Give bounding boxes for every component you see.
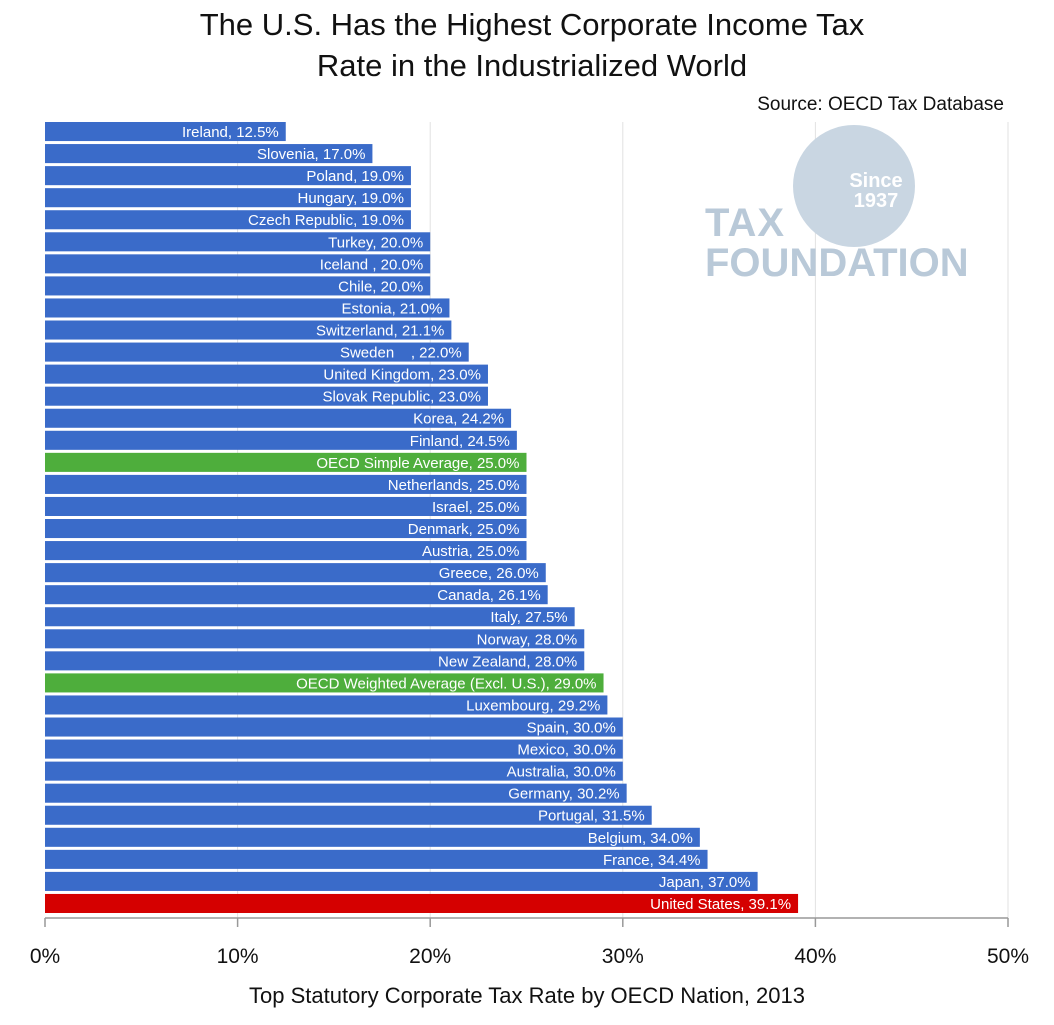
bar bbox=[45, 298, 450, 318]
bar bbox=[45, 144, 373, 164]
bar-label: Germany, 30.2% bbox=[508, 786, 619, 803]
x-tick-label: 20% bbox=[409, 945, 451, 968]
capitol-seal-icon bbox=[793, 125, 915, 247]
bar-label: United Kingdom, 23.0% bbox=[323, 367, 481, 384]
bar-label: Spain, 30.0% bbox=[527, 720, 616, 737]
x-tick-label: 10% bbox=[217, 945, 259, 968]
bar bbox=[45, 276, 431, 296]
bar-label: Iceland , 20.0% bbox=[320, 256, 423, 273]
bar-label: Slovenia, 17.0% bbox=[257, 146, 365, 163]
bar-label: New Zealand, 28.0% bbox=[438, 653, 577, 670]
bar bbox=[45, 232, 431, 252]
bar-label: Mexico, 30.0% bbox=[517, 742, 615, 759]
bar bbox=[45, 188, 411, 208]
bar-label: Israel, 25.0% bbox=[432, 499, 520, 516]
bar-label: France, 34.4% bbox=[603, 852, 701, 869]
bar bbox=[45, 519, 527, 539]
bar bbox=[45, 563, 546, 583]
bar bbox=[45, 695, 608, 715]
bar-label: Finland, 24.5% bbox=[410, 433, 510, 450]
bar bbox=[45, 408, 512, 428]
bar bbox=[45, 320, 452, 340]
bar bbox=[45, 871, 758, 891]
bar-label: Hungary, 19.0% bbox=[297, 190, 403, 207]
x-axis-label: Top Statutory Corporate Tax Rate by OECD… bbox=[249, 983, 805, 1008]
bar-label: Czech Republic, 19.0% bbox=[248, 212, 404, 229]
bar bbox=[45, 364, 488, 384]
x-tick-label: 0% bbox=[30, 945, 60, 968]
bar-label: Greece, 26.0% bbox=[439, 565, 539, 582]
bar bbox=[45, 761, 623, 781]
bar-label: Slovak Republic, 23.0% bbox=[323, 389, 481, 406]
bar bbox=[45, 342, 469, 362]
bar bbox=[45, 541, 527, 561]
bar bbox=[45, 430, 517, 450]
bar-label: Chile, 20.0% bbox=[338, 278, 423, 295]
bar-label: Estonia, 21.0% bbox=[342, 300, 443, 317]
bar bbox=[45, 254, 431, 274]
tax-foundation-logo: Since 1937 TAX FOUNDATION bbox=[705, 125, 1005, 295]
bar-label: Netherlands, 25.0% bbox=[388, 477, 520, 494]
bar bbox=[45, 783, 627, 803]
bar bbox=[45, 827, 700, 847]
bar-label: Poland, 19.0% bbox=[306, 168, 404, 185]
bar-label: Italy, 27.5% bbox=[490, 609, 567, 626]
bar-label: Denmark, 25.0% bbox=[408, 521, 520, 538]
bar-label: Japan, 37.0% bbox=[659, 874, 751, 891]
logo-foundation: FOUNDATION bbox=[705, 241, 969, 285]
logo-tax: TAX bbox=[705, 201, 786, 245]
bar bbox=[45, 849, 708, 869]
x-tick-label: 30% bbox=[602, 945, 644, 968]
bar bbox=[45, 474, 527, 494]
bar bbox=[45, 585, 548, 605]
bar-label: Austria, 25.0% bbox=[422, 543, 520, 560]
bar bbox=[45, 739, 623, 759]
bar-label: Portugal, 31.5% bbox=[538, 808, 645, 825]
bar-label: Canada, 26.1% bbox=[437, 587, 540, 604]
bar bbox=[45, 805, 652, 825]
bar-label: Sweden , 22.0% bbox=[340, 345, 462, 362]
bar bbox=[45, 893, 799, 913]
bar bbox=[45, 166, 411, 186]
x-tick-label: 50% bbox=[987, 945, 1029, 968]
bar-label: Ireland, 12.5% bbox=[182, 124, 279, 141]
bar bbox=[45, 629, 585, 649]
bar-label: Korea, 24.2% bbox=[413, 411, 504, 428]
bar-label: Luxembourg, 29.2% bbox=[466, 697, 600, 714]
chart-title-line1: The U.S. Has the Highest Corporate Incom… bbox=[199, 7, 865, 42]
bar bbox=[45, 673, 604, 693]
bar-label: OECD Simple Average, 25.0% bbox=[316, 455, 519, 472]
bar bbox=[45, 607, 575, 627]
bar-label: United States, 39.1% bbox=[650, 896, 791, 913]
x-tick-label: 40% bbox=[794, 945, 836, 968]
chart-title-line2: Rate in the Industrialized World bbox=[316, 48, 748, 83]
logo-since: Since 1937 bbox=[849, 170, 903, 212]
bar bbox=[45, 651, 585, 671]
source-note: Source: OECD Tax Database bbox=[757, 94, 1004, 115]
bar-label: OECD Weighted Average (Excl. U.S.), 29.0… bbox=[296, 675, 596, 692]
bar bbox=[45, 386, 488, 406]
bar-label: Switzerland, 21.1% bbox=[316, 323, 444, 340]
bar bbox=[45, 452, 527, 472]
bar bbox=[45, 717, 623, 737]
bar bbox=[45, 210, 411, 230]
bar bbox=[45, 122, 286, 142]
bar-label: Norway, 28.0% bbox=[477, 631, 578, 648]
bar bbox=[45, 496, 527, 516]
bar-label: Australia, 30.0% bbox=[507, 764, 616, 781]
bar-label: Belgium, 34.0% bbox=[588, 830, 693, 847]
bar-label: Turkey, 20.0% bbox=[328, 234, 423, 251]
